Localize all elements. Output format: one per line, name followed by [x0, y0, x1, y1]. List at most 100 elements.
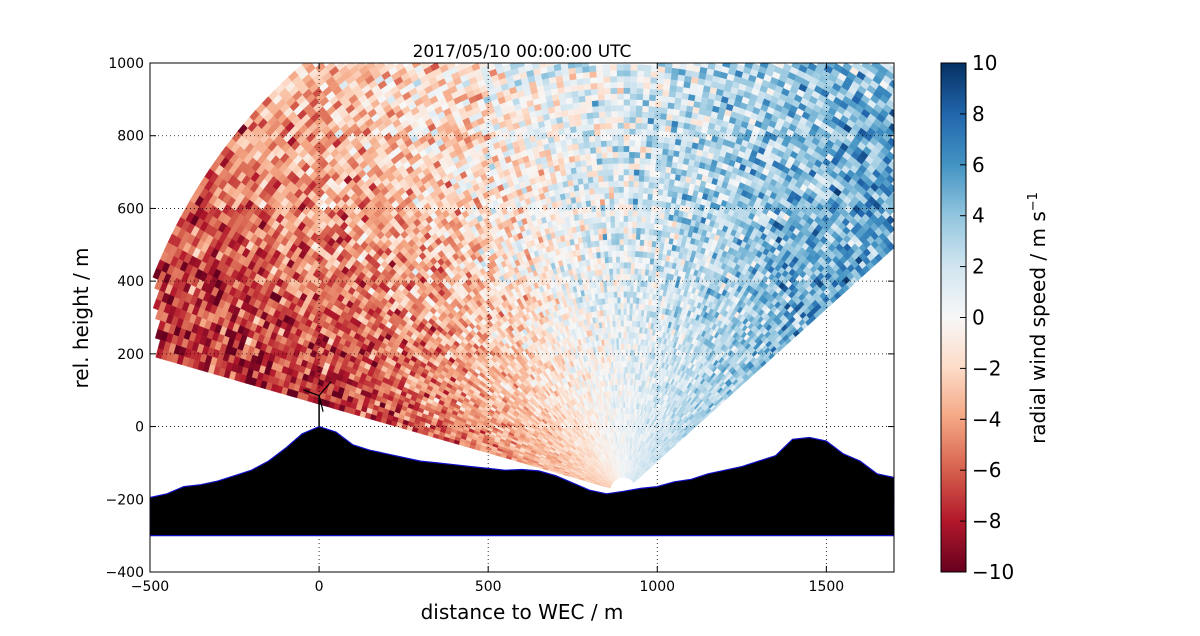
scan-cell — [645, 146, 652, 154]
scan-cell — [605, 215, 611, 223]
scan-cell — [593, 129, 601, 136]
scan-cell — [654, 164, 661, 172]
scan-cell — [663, 72, 672, 80]
scan-cell — [617, 163, 624, 170]
scan-cell — [656, 77, 665, 85]
scan-cell — [612, 163, 619, 170]
scan-cell — [619, 244, 624, 251]
scan-cell — [587, 123, 595, 131]
scan-cell — [632, 192, 639, 199]
scan-cell — [628, 314, 633, 321]
scan-cell — [669, 84, 677, 92]
scan-cell — [572, 149, 580, 157]
scan-cell — [625, 331, 629, 339]
scan-cell — [610, 104, 618, 112]
scan-cell — [570, 84, 578, 92]
scan-cell — [596, 82, 605, 89]
scan-cell — [580, 118, 588, 126]
scan-cell — [641, 257, 647, 264]
scan-cell — [576, 130, 584, 138]
scan-cell — [617, 320, 622, 327]
scan-cell — [660, 107, 668, 115]
scan-cell — [627, 232, 633, 240]
scan-cell — [628, 180, 634, 188]
scan-cell — [647, 117, 655, 125]
scan-cell — [623, 291, 627, 298]
scan-cell — [585, 164, 593, 172]
scan-cell — [623, 157, 630, 164]
scan-cell — [626, 267, 631, 275]
scan-cell — [647, 105, 656, 113]
scan-cell — [634, 262, 639, 269]
scan-cell — [664, 63, 673, 68]
scan-cell — [635, 233, 641, 240]
scan-cell — [662, 183, 669, 191]
scan-cell — [659, 112, 667, 120]
scan-cell — [618, 192, 624, 199]
scan-cell — [608, 192, 615, 199]
scan-cell — [632, 203, 638, 211]
scan-cell — [639, 151, 646, 159]
scan-cell — [604, 210, 611, 217]
scan-cell — [623, 285, 628, 292]
scan-cell — [591, 164, 598, 172]
scan-cell — [613, 291, 618, 298]
scan-cell — [601, 221, 607, 229]
scan-cell — [623, 64, 631, 71]
scan-cell — [636, 76, 644, 83]
scan-cell — [642, 245, 648, 253]
scan-cell — [623, 250, 628, 257]
scan-cell — [650, 211, 656, 219]
scan-cell — [610, 93, 618, 100]
scan-cell — [572, 102, 580, 110]
scan-cell — [611, 134, 618, 141]
scan-cell — [651, 240, 657, 248]
scan-cell — [614, 308, 618, 316]
scan-cell — [636, 285, 641, 293]
scan-cell — [618, 227, 624, 234]
scan-cell — [616, 75, 624, 83]
scan-cell — [629, 99, 637, 106]
scan-cell — [641, 105, 649, 113]
scan-cell — [647, 187, 654, 195]
scan-cell — [664, 172, 671, 180]
scan-cell — [617, 157, 624, 164]
scan-cell — [619, 285, 624, 292]
scan-cell — [577, 89, 585, 97]
scan-cell — [602, 64, 611, 72]
scan-cell — [611, 122, 618, 129]
scan-cell — [645, 140, 653, 148]
scan-cell — [606, 227, 612, 235]
scan-cell — [590, 94, 599, 102]
scan-cell — [628, 326, 632, 333]
scan-cell — [617, 302, 621, 310]
scan-cell — [603, 180, 609, 188]
scan-cell — [635, 291, 640, 299]
scan-cell — [592, 111, 600, 119]
scan-cell — [646, 129, 654, 136]
scan-cell — [604, 204, 610, 211]
scan-cell — [662, 83, 671, 91]
scan-cell — [576, 136, 584, 144]
scan-cell — [586, 112, 594, 120]
scan-cell — [632, 186, 639, 194]
scan-cell — [612, 168, 619, 176]
scan-cell — [617, 151, 624, 158]
scan-cell — [629, 291, 634, 298]
scan-cell — [648, 222, 655, 230]
scan-cell — [655, 83, 664, 91]
scan-cell — [617, 134, 624, 141]
scan-cell — [579, 107, 587, 115]
scan-cell — [630, 332, 635, 339]
scan-cell — [618, 174, 624, 182]
scan-cell — [639, 239, 645, 246]
scan-cell — [632, 291, 637, 298]
scan-cell — [598, 111, 606, 118]
scan-cell — [628, 134, 636, 141]
scan-cell — [630, 273, 635, 281]
scan-cell — [591, 211, 597, 219]
scan-cell — [623, 325, 627, 333]
scan-cell — [653, 176, 660, 184]
scan-cell — [611, 250, 617, 257]
scan-cell — [614, 238, 620, 246]
